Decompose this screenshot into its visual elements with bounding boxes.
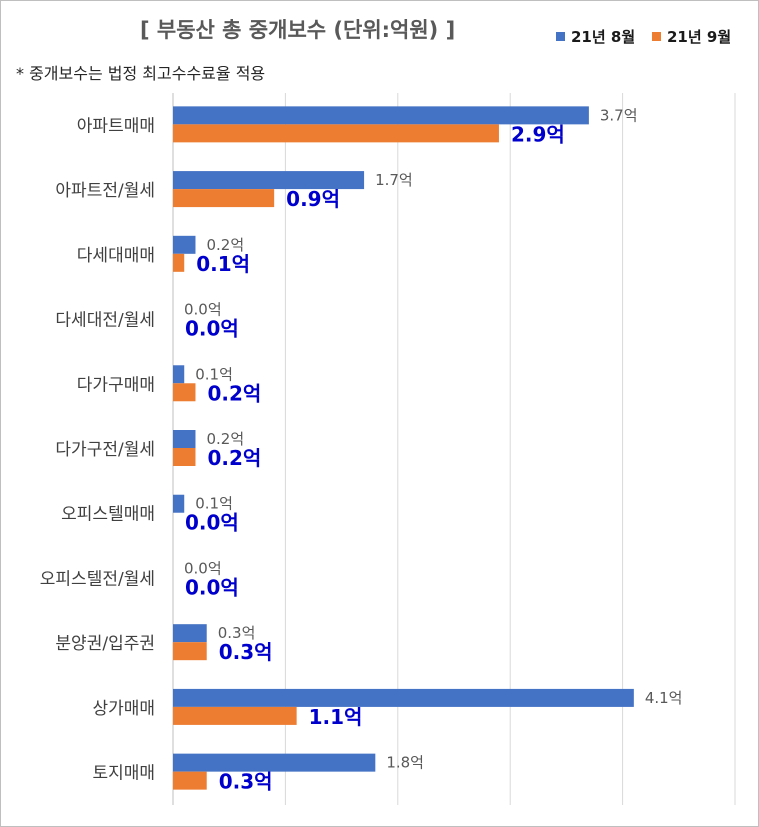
category-label: 다가구매매 [77, 375, 155, 395]
data-label-aug: 1.7억 [375, 171, 413, 189]
legend-swatch-sep [652, 32, 661, 41]
data-label-sep: 0.0억 [185, 317, 239, 341]
legend-item-sep: 21년 9월 [652, 26, 731, 47]
bar-aug [173, 171, 365, 190]
data-label-aug: 0.1억 [195, 495, 233, 513]
data-label-sep: 0.2억 [207, 381, 261, 405]
bar-sep [173, 189, 275, 208]
legend-label-sep: 21년 9월 [667, 28, 732, 46]
category-label: 다세대전/월세 [55, 311, 155, 331]
data-label-aug: 0.3억 [218, 624, 256, 642]
data-label-aug: 4.1억 [645, 689, 683, 707]
data-label-sep: 0.0억 [185, 511, 239, 535]
data-label-aug: 0.2억 [206, 236, 244, 254]
bar-sep [173, 124, 499, 143]
data-label-sep: 1.1억 [309, 705, 363, 729]
bar-aug [173, 494, 185, 513]
bar-sep [173, 706, 297, 725]
data-label-aug: 1.8억 [386, 754, 424, 772]
category-label: 다가구전/월세 [55, 440, 155, 460]
data-label-sep: 0.3억 [219, 640, 273, 664]
category-label: 오피스텔매매 [61, 505, 155, 525]
data-label-aug: 0.0억 [184, 559, 222, 577]
category-label: 다세대매매 [77, 246, 155, 266]
legend-label-aug: 21년 8월 [571, 28, 636, 46]
bar-aug [173, 235, 196, 254]
bar-aug [173, 688, 634, 707]
category-label: 아파트전/월세 [55, 181, 155, 201]
bar-aug [173, 624, 207, 643]
bar-sep [173, 771, 207, 790]
data-label-aug: 3.7억 [600, 106, 638, 124]
category-label: 분양권/입주권 [55, 634, 155, 654]
category-label: 아파트매매 [77, 116, 155, 136]
data-label-sep: 0.9억 [286, 187, 340, 211]
data-label-sep: 0.0억 [185, 575, 239, 599]
bar-aug [173, 430, 196, 448]
data-label-aug: 0.2억 [206, 430, 244, 448]
bar-aug [173, 365, 185, 384]
bar-sep [173, 448, 196, 466]
bar-sep [173, 383, 196, 402]
category-label: 오피스텔전/월세 [40, 569, 155, 589]
bar-sep [173, 642, 207, 661]
legend-item-aug: 21년 8월 [556, 26, 635, 47]
chart-title: [ 부동산 총 중개보수 (단위:억원) ] [140, 18, 456, 42]
bar-aug [173, 106, 589, 125]
chart-note: * 중개보수는 법정 최고수수료율 적용 [16, 64, 266, 83]
data-label-sep: 2.9억 [511, 122, 565, 146]
data-label-sep: 0.2억 [207, 446, 261, 470]
data-label-aug: 0.0억 [184, 301, 222, 319]
data-label-sep: 0.3억 [219, 770, 273, 794]
data-label-sep: 0.1억 [196, 252, 250, 276]
category-label: 토지매매 [92, 764, 155, 784]
bar-sep [173, 253, 185, 272]
data-label-aug: 0.1억 [195, 365, 233, 383]
bar-aug [173, 753, 376, 772]
category-label: 상가매매 [92, 699, 155, 719]
legend-swatch-aug [556, 32, 565, 41]
